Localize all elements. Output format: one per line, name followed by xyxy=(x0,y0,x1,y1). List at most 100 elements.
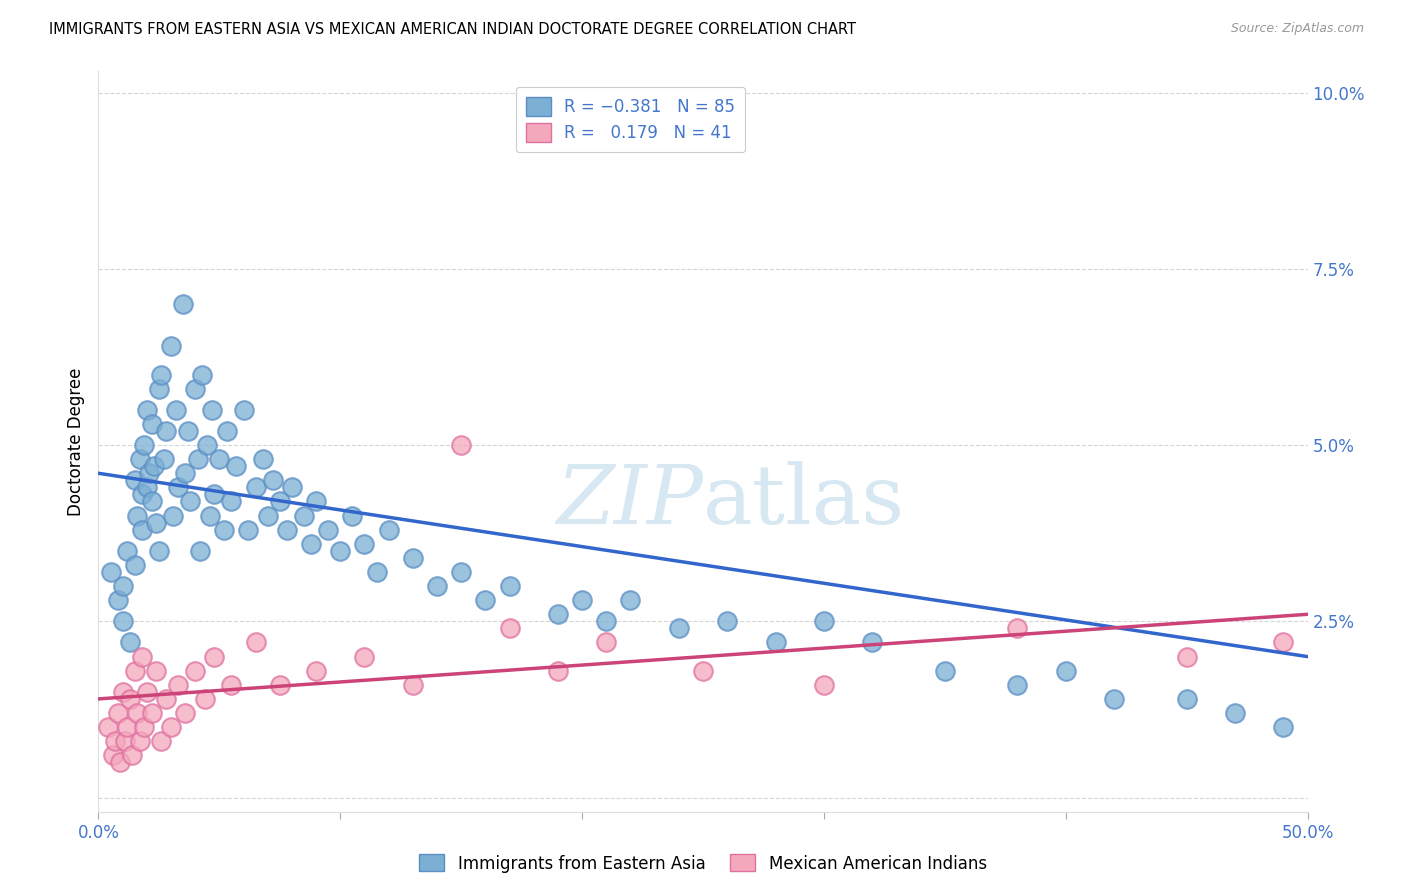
Point xyxy=(595,635,617,649)
Point xyxy=(221,678,243,692)
Point xyxy=(124,473,146,487)
Point xyxy=(215,424,238,438)
Point xyxy=(97,720,120,734)
Point xyxy=(177,424,200,438)
Point xyxy=(127,706,149,720)
Point xyxy=(145,664,167,678)
Point xyxy=(100,565,122,579)
Point xyxy=(221,494,243,508)
Point xyxy=(813,615,835,629)
Point xyxy=(152,452,174,467)
Point xyxy=(195,438,218,452)
Point xyxy=(450,438,472,452)
Text: IMMIGRANTS FROM EASTERN ASIA VS MEXICAN AMERICAN INDIAN DOCTORATE DEGREE CORRELA: IMMIGRANTS FROM EASTERN ASIA VS MEXICAN … xyxy=(49,22,856,37)
Point xyxy=(118,635,141,649)
Point xyxy=(547,664,569,678)
Point xyxy=(1007,621,1029,635)
Point xyxy=(299,537,322,551)
Point xyxy=(450,565,472,579)
Point xyxy=(165,402,187,417)
Point xyxy=(148,544,170,558)
Point xyxy=(148,382,170,396)
Point xyxy=(1007,678,1029,692)
Point xyxy=(138,467,160,481)
Point xyxy=(256,508,278,523)
Point xyxy=(174,467,197,481)
Point xyxy=(155,424,177,438)
Point xyxy=(145,516,167,530)
Point xyxy=(111,685,134,699)
Point xyxy=(498,621,520,635)
Point xyxy=(366,565,388,579)
Legend: R = −0.381   N = 85, R =   0.179   N = 41: R = −0.381 N = 85, R = 0.179 N = 41 xyxy=(516,87,745,153)
Point xyxy=(316,523,339,537)
Point xyxy=(107,706,129,720)
Point xyxy=(160,339,183,353)
Point xyxy=(117,720,139,734)
Point xyxy=(262,473,284,487)
Point xyxy=(187,452,209,467)
Point xyxy=(198,508,221,523)
Point xyxy=(162,508,184,523)
Point xyxy=(245,635,267,649)
Point xyxy=(179,494,201,508)
Point xyxy=(232,402,254,417)
Legend: Immigrants from Eastern Asia, Mexican American Indians: Immigrants from Eastern Asia, Mexican Am… xyxy=(412,847,994,880)
Point xyxy=(1054,664,1077,678)
Point xyxy=(1175,692,1198,706)
Point xyxy=(402,678,425,692)
Point xyxy=(134,720,156,734)
Point xyxy=(114,734,136,748)
Y-axis label: Doctorate Degree: Doctorate Degree xyxy=(66,368,84,516)
Point xyxy=(135,402,157,417)
Point xyxy=(141,494,163,508)
Point xyxy=(172,297,194,311)
Point xyxy=(1223,706,1246,720)
Point xyxy=(155,692,177,706)
Point xyxy=(402,550,425,565)
Point xyxy=(377,523,399,537)
Point xyxy=(124,558,146,572)
Point xyxy=(668,621,690,635)
Point xyxy=(201,402,224,417)
Point xyxy=(131,487,153,501)
Point xyxy=(107,593,129,607)
Point xyxy=(276,523,298,537)
Point xyxy=(329,544,352,558)
Point xyxy=(269,678,291,692)
Point xyxy=(101,748,124,763)
Point xyxy=(111,579,134,593)
Point xyxy=(150,734,173,748)
Point xyxy=(342,508,364,523)
Text: atlas: atlas xyxy=(703,461,905,541)
Point xyxy=(141,417,163,431)
Point xyxy=(1272,720,1295,734)
Point xyxy=(208,452,231,467)
Point xyxy=(135,685,157,699)
Point xyxy=(128,452,150,467)
Point xyxy=(131,523,153,537)
Point xyxy=(150,368,173,382)
Point xyxy=(184,664,207,678)
Point xyxy=(619,593,641,607)
Point xyxy=(765,635,787,649)
Point xyxy=(188,544,211,558)
Point xyxy=(1175,649,1198,664)
Point xyxy=(117,544,139,558)
Point xyxy=(118,692,141,706)
Text: Source: ZipAtlas.com: Source: ZipAtlas.com xyxy=(1230,22,1364,36)
Point xyxy=(498,579,520,593)
Point xyxy=(204,649,226,664)
Point xyxy=(141,706,163,720)
Point xyxy=(305,494,328,508)
Point xyxy=(121,748,143,763)
Point xyxy=(353,537,375,551)
Point xyxy=(426,579,449,593)
Point xyxy=(245,480,267,494)
Point xyxy=(143,459,166,474)
Point xyxy=(225,459,247,474)
Point xyxy=(281,480,304,494)
Point xyxy=(571,593,593,607)
Point xyxy=(252,452,274,467)
Point xyxy=(474,593,496,607)
